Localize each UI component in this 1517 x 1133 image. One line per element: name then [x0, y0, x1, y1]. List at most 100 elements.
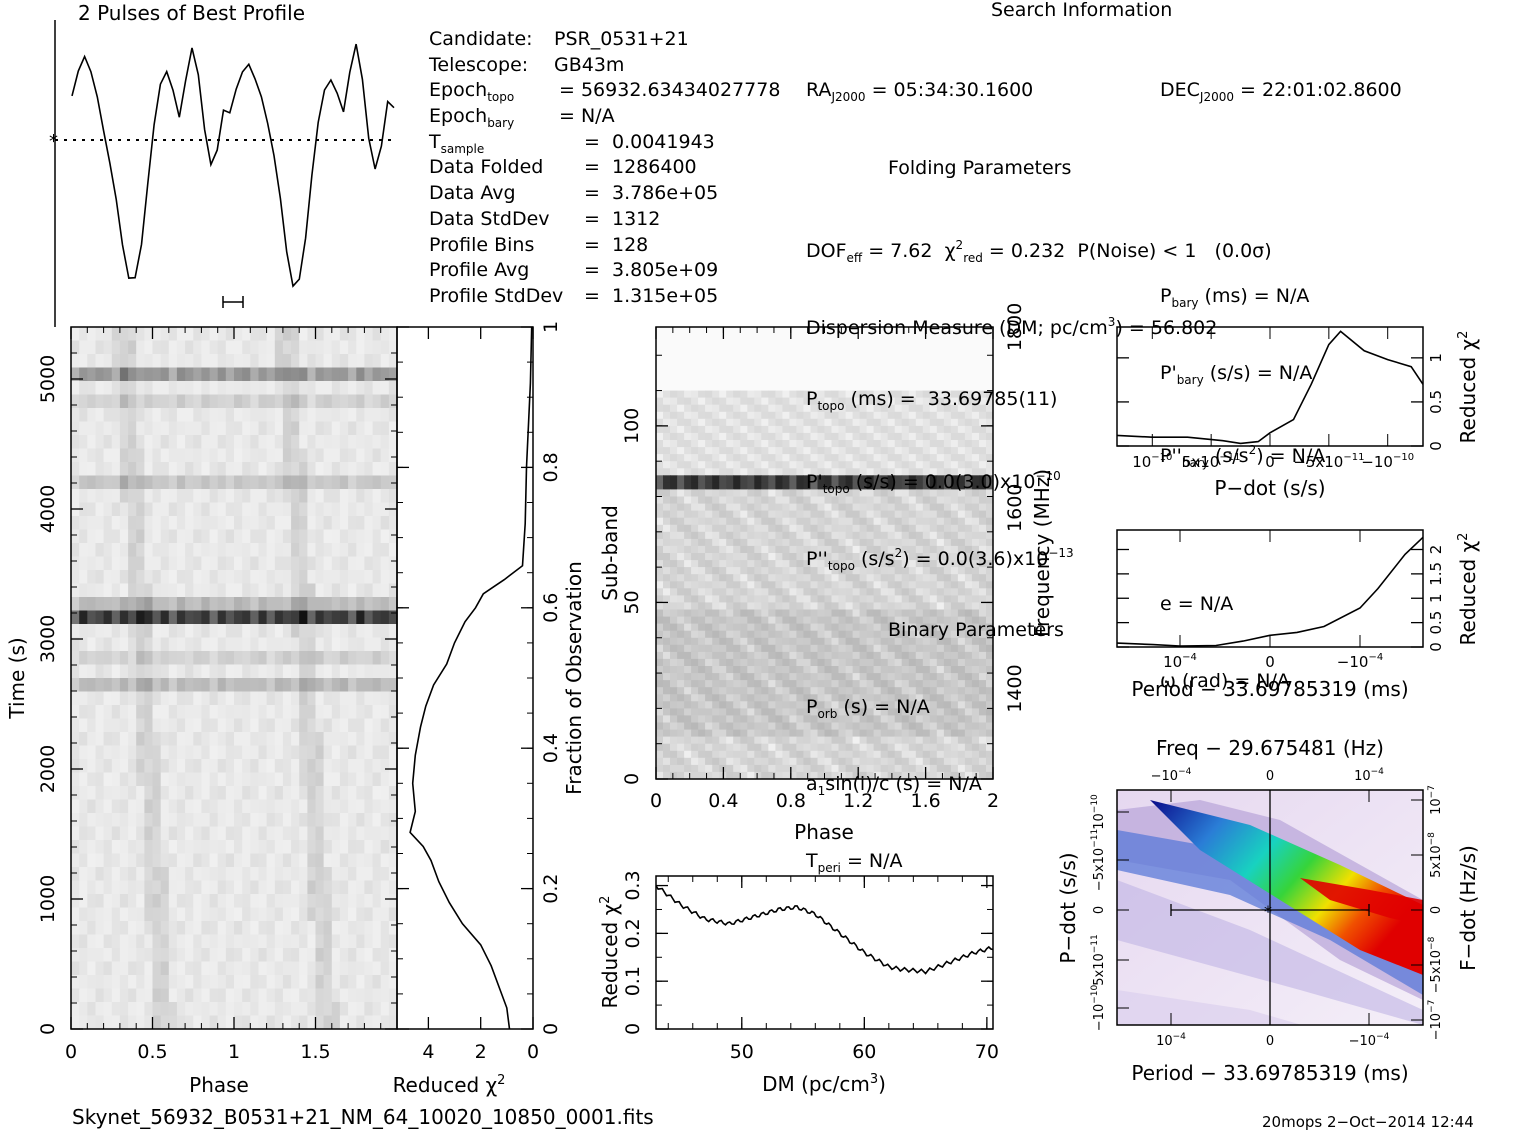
heat-cell [274, 394, 284, 409]
heat-cell [705, 411, 713, 420]
heat-cell [176, 583, 186, 598]
heat-cell [971, 595, 980, 603]
heat-cell [201, 880, 211, 895]
heat-cell [775, 637, 783, 646]
heat-cell [754, 602, 762, 610]
heat-cell [894, 524, 903, 533]
heat-cell [712, 510, 720, 519]
heat-cell [282, 340, 292, 355]
heat-cell [299, 529, 308, 544]
heat-cell [111, 421, 121, 436]
heat-cell [810, 666, 818, 674]
heat-cell [894, 390, 903, 399]
heat-cell [979, 588, 987, 596]
heat-cell [768, 637, 776, 646]
heat-cell [789, 673, 797, 681]
heat-cell [274, 772, 284, 787]
heat-cell [810, 503, 818, 512]
heat-cell [160, 462, 170, 476]
heat-cell [364, 664, 374, 679]
heat-cell [866, 503, 875, 512]
heat-cell [768, 432, 776, 441]
heat-cell [873, 503, 882, 512]
heat-cell [908, 440, 917, 448]
heat-cell [209, 597, 219, 611]
heat-cell [796, 418, 804, 427]
heat-cell [838, 538, 846, 547]
heat-cell [176, 367, 186, 382]
heat-cell [299, 826, 308, 841]
heat-cell [971, 369, 980, 377]
heat-cell [782, 616, 790, 625]
heat-cell [339, 556, 349, 571]
heat-cell [782, 425, 790, 434]
heat-cell [217, 745, 227, 760]
heat-cell [979, 461, 987, 469]
heat-cell [307, 610, 317, 625]
heat-cell [250, 691, 259, 706]
heat-cell [234, 583, 243, 598]
heat-cell [719, 468, 727, 476]
heat-cell [887, 496, 896, 505]
redchi-time-xlabel: Reduced χ2 [393, 1073, 506, 1097]
heat-cell [388, 408, 398, 422]
heat-cell [136, 462, 145, 476]
heat-cell [242, 435, 251, 449]
heat-cell [209, 637, 219, 652]
heat-cell [705, 496, 713, 505]
heat-cell [782, 475, 790, 483]
heat-cell [789, 390, 797, 399]
heat-cell [193, 664, 202, 679]
heat-cell [331, 786, 341, 800]
heat-cell [364, 435, 374, 449]
heat-cell [712, 595, 720, 603]
heat-cell [274, 759, 284, 773]
heat-cell [242, 880, 251, 895]
heat-cell [796, 574, 804, 582]
heat-cell [234, 1015, 243, 1030]
heat-cell [979, 447, 987, 455]
heat-cell [307, 934, 317, 949]
heat-cell [307, 1015, 317, 1030]
heat-cell [160, 691, 170, 706]
heat-cell [128, 691, 137, 706]
heat-cell [128, 489, 137, 503]
heat-cell [160, 354, 170, 368]
heat-cell [943, 390, 952, 399]
heat-cell [705, 369, 713, 377]
heat-cell [901, 383, 910, 392]
heat-cell [775, 553, 783, 561]
heat-cell [873, 369, 882, 377]
heat-cell [291, 475, 300, 490]
heat-cell [250, 462, 259, 476]
heat-cell [979, 616, 987, 625]
heat-cell [95, 759, 105, 773]
heat-cell [71, 988, 80, 1003]
heat-cell [908, 651, 917, 660]
heat-cell [880, 694, 889, 702]
heat-cell [733, 715, 741, 723]
heat-cell [656, 432, 664, 441]
heat-cell [845, 425, 854, 434]
heat-cell [803, 482, 811, 490]
heat-cell [971, 644, 980, 653]
heat-cell [160, 408, 170, 422]
heat-cell [740, 524, 748, 533]
heat-cell [152, 502, 162, 517]
heat-cell [719, 673, 727, 681]
heat-cell [356, 813, 365, 827]
heat-cell [291, 597, 300, 611]
heat-cell [258, 975, 268, 989]
heat-cell [323, 853, 333, 868]
heat-cell [971, 334, 980, 342]
heat-cell [922, 715, 931, 723]
heat-cell [684, 644, 692, 653]
heat-cell [908, 602, 917, 610]
heat-cell [705, 334, 713, 342]
heat-cell [803, 411, 811, 420]
heat-cell [915, 538, 924, 547]
heat-cell [761, 489, 769, 497]
heat-cell [282, 799, 292, 814]
heat-cell [950, 418, 959, 427]
heat-cell [768, 567, 776, 575]
